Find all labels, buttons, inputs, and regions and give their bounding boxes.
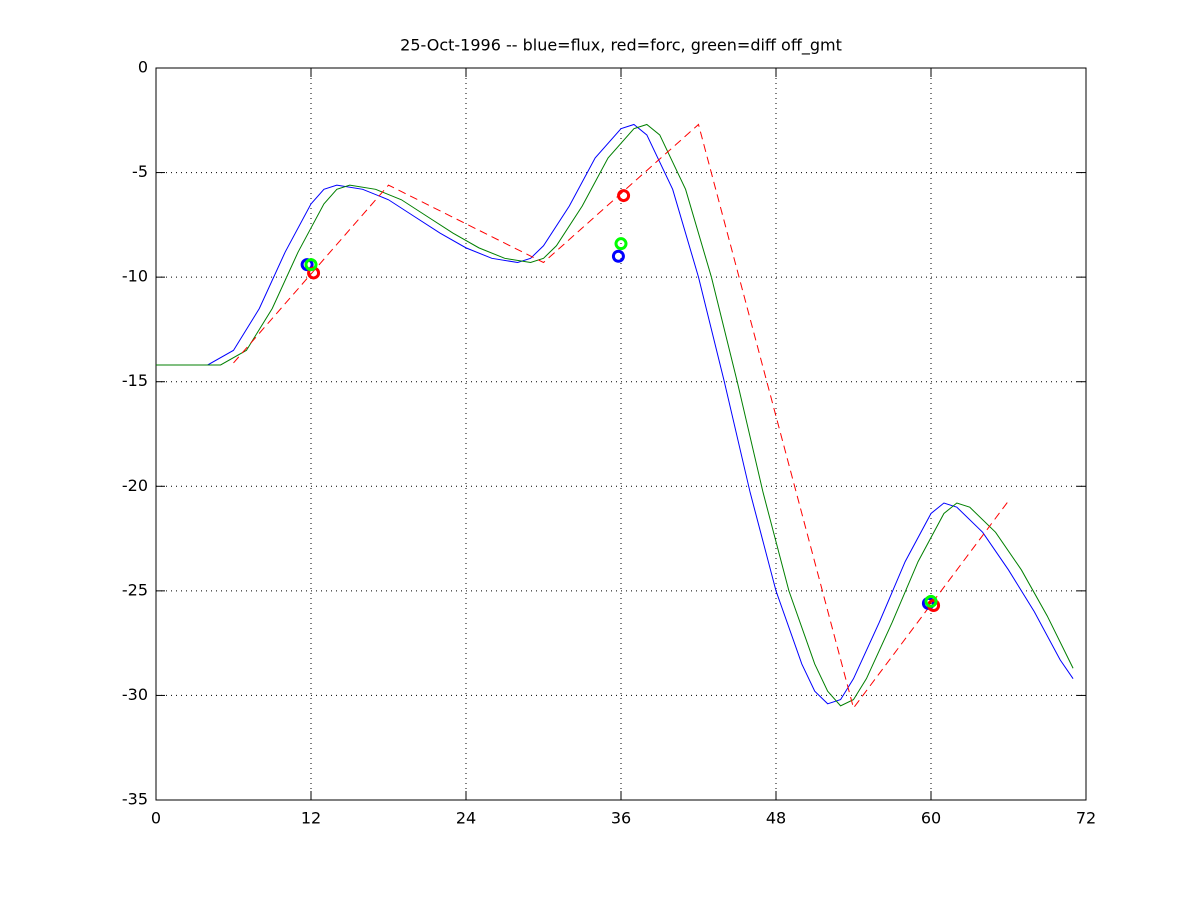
y-tick-label: 0 [138, 58, 148, 77]
data-line [233, 123, 1009, 710]
x-tick-label: 36 [611, 809, 631, 828]
data-line [156, 123, 1074, 707]
x-tick-label: 24 [456, 809, 476, 828]
x-tick-label: 12 [301, 809, 321, 828]
y-tick-label: -35 [122, 790, 148, 809]
chart-title: 25-Oct-1996 -- blue=flux, red=forc, gree… [400, 36, 842, 56]
data-marker [617, 189, 631, 203]
x-tick-label: 60 [921, 809, 941, 828]
x-tick-label: 48 [766, 809, 786, 828]
data-marker [924, 594, 938, 608]
data-line [156, 123, 1074, 705]
y-tick-label: -20 [122, 476, 148, 495]
y-tick-label: -30 [122, 685, 148, 704]
y-tick-label: -15 [122, 371, 148, 390]
data-marker [614, 237, 628, 251]
x-tick-label: 0 [151, 809, 161, 828]
x-tick-label: 72 [1076, 809, 1096, 828]
y-tick-label: -10 [122, 267, 148, 286]
y-tick-label: -25 [122, 580, 148, 599]
y-tick-label: -5 [132, 162, 148, 181]
data-marker [611, 249, 625, 263]
data-marker [304, 258, 318, 272]
plot-frame [155, 67, 1087, 801]
